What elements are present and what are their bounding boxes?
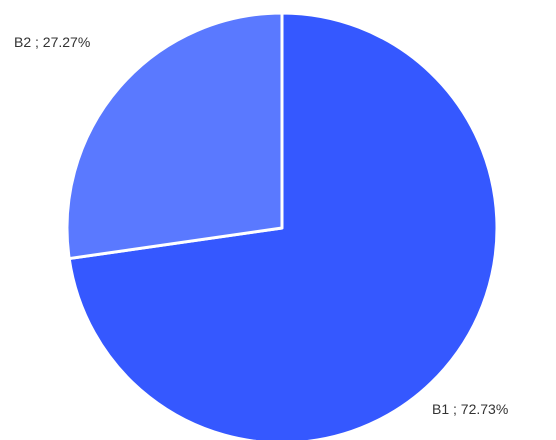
slice-label-b2: B2 ; 27.27% <box>14 34 90 50</box>
slice-label-b1: B1 ; 72.73% <box>432 401 508 417</box>
pie-labels: B2 ; 27.27% B1 ; 72.73% <box>14 34 508 417</box>
pie-slices <box>65 11 499 440</box>
pie-slice-b2 <box>65 11 284 261</box>
